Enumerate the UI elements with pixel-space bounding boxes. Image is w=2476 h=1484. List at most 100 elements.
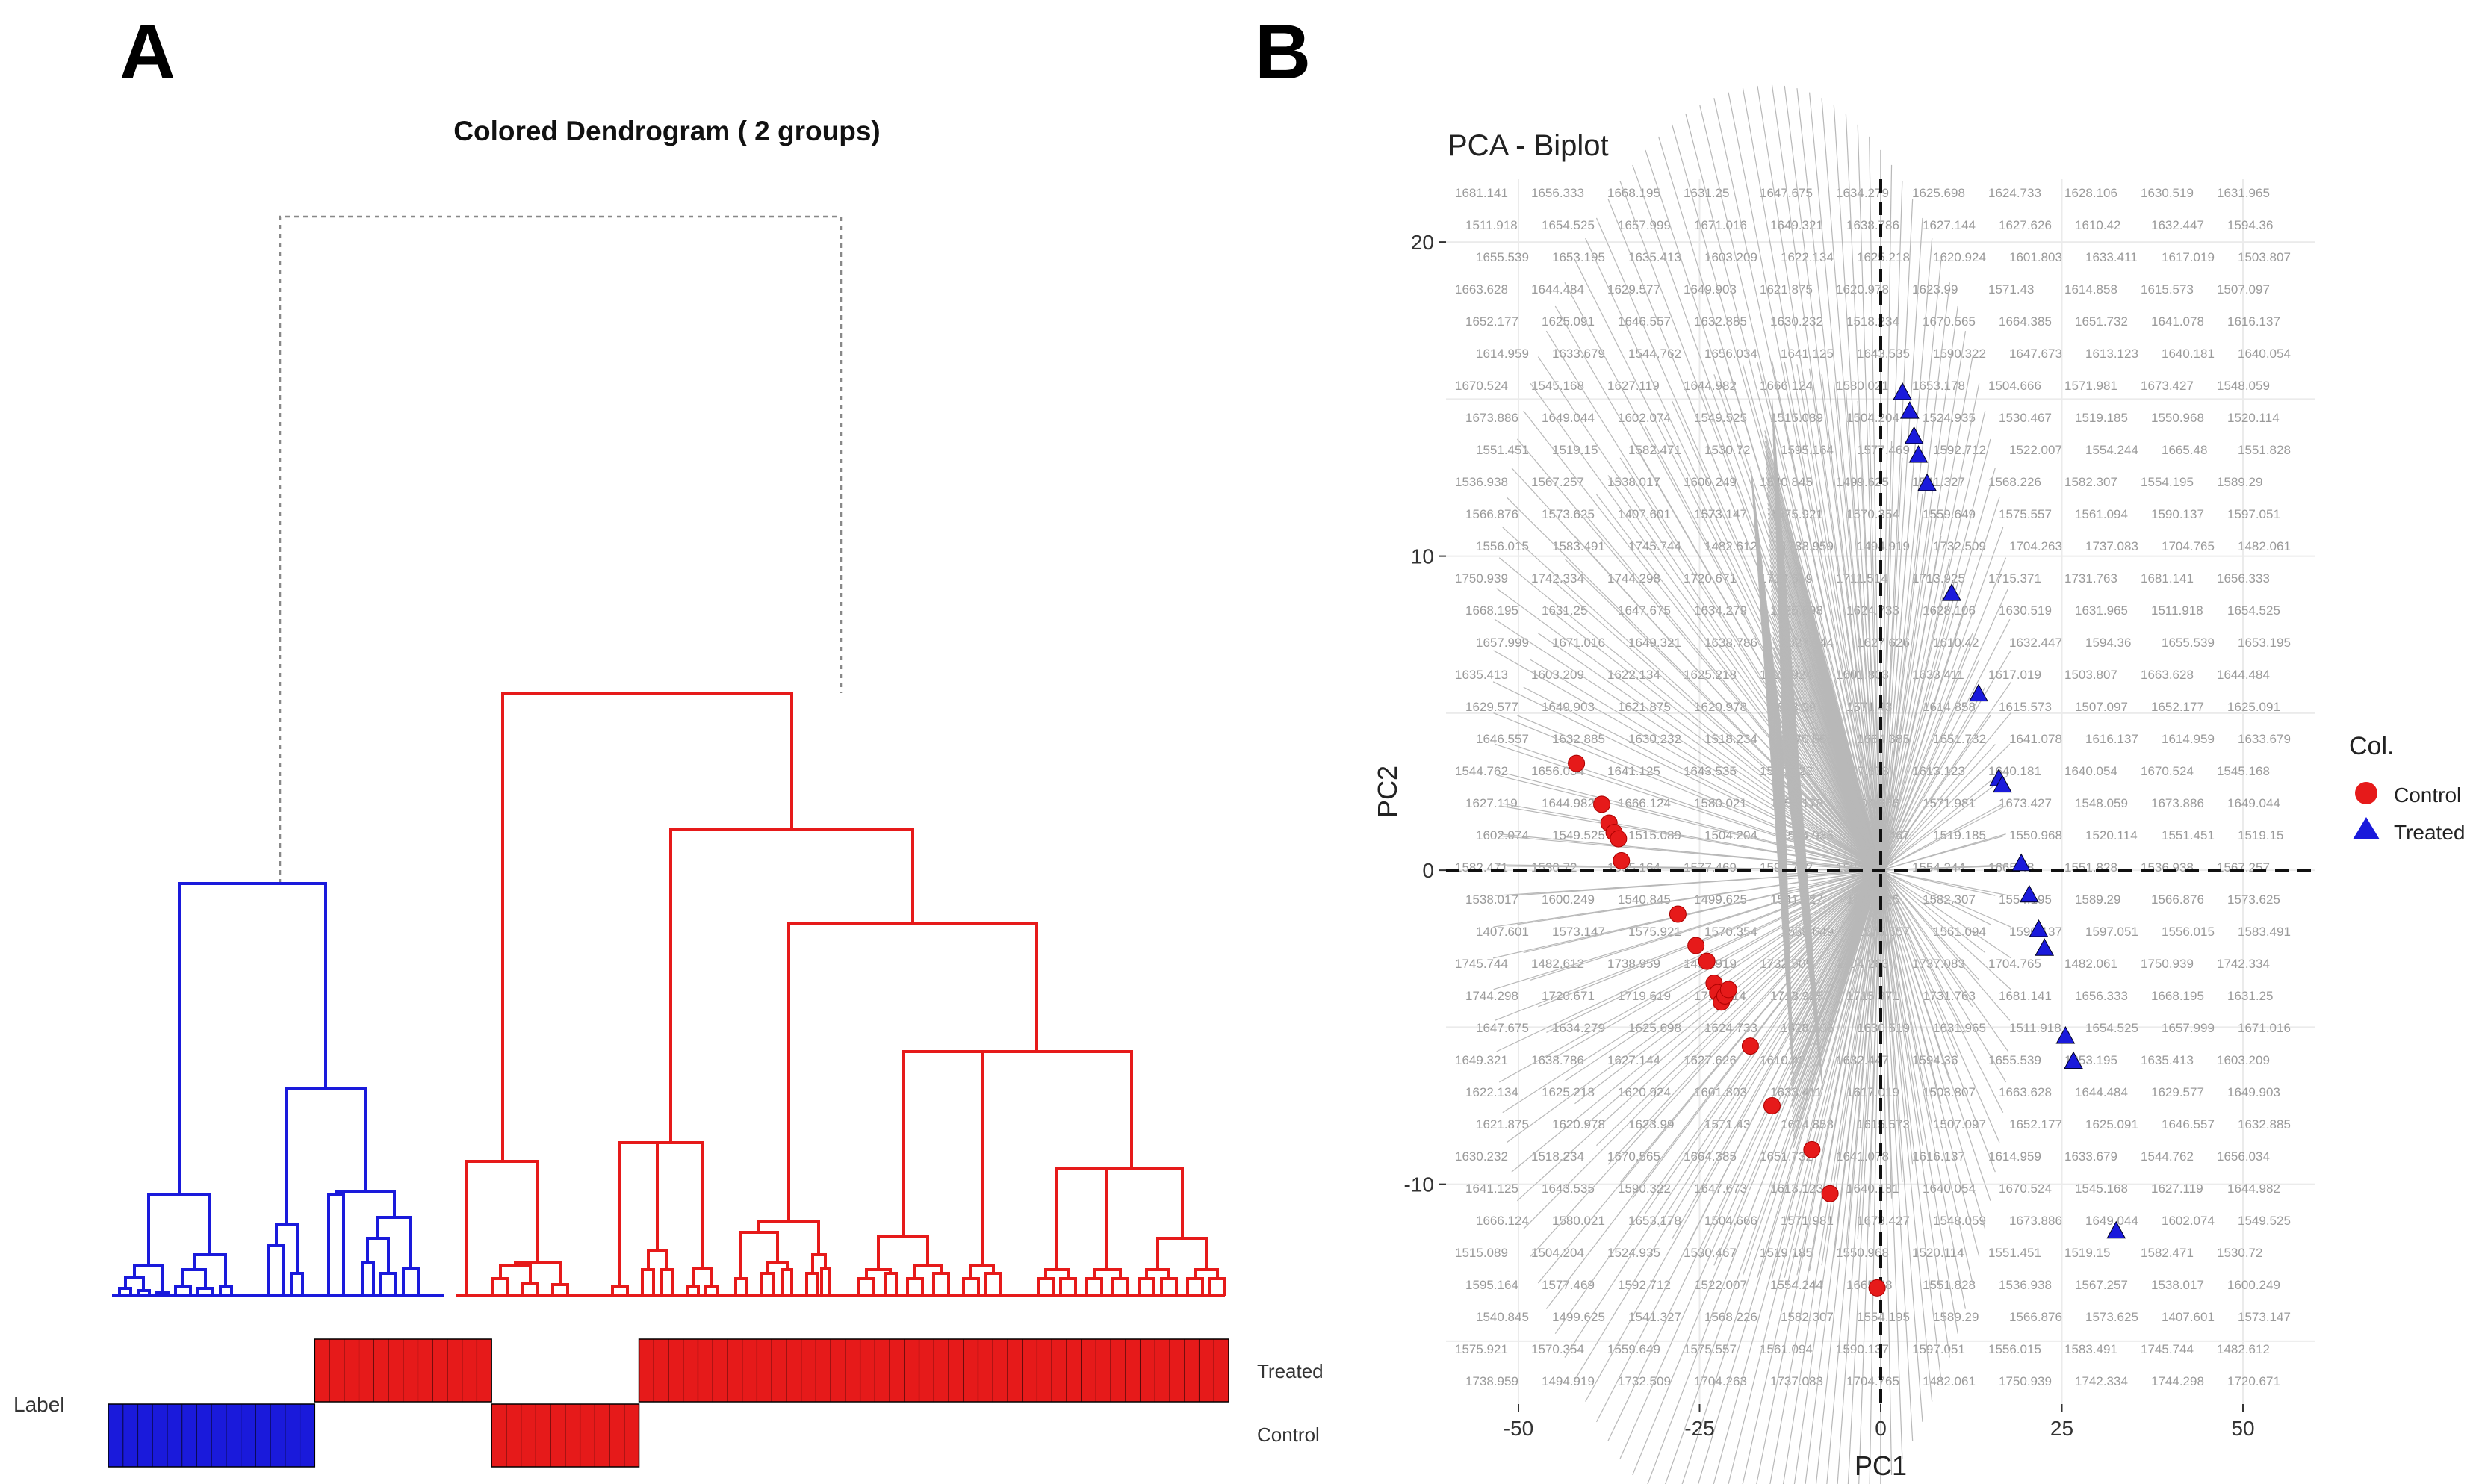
pca-loading-label: 1507.097	[2075, 700, 2128, 714]
pca-loading-label: 1614.858	[1923, 700, 1976, 714]
dendrogram-red-cluster	[456, 692, 1226, 1297]
pca-loading-label: 1640.054	[2238, 347, 2291, 361]
pca-loading-label: 1602.074	[1618, 411, 1671, 425]
pca-loading-label: 1627.119	[1465, 796, 1518, 810]
pca-loading-arrow	[1757, 85, 1881, 871]
pca-loading-label: 1640.054	[2064, 764, 2117, 778]
pca-loading-arrow	[1757, 361, 1881, 871]
pca-loading-label: 1519.185	[2075, 411, 2128, 425]
pca-loading-arrow	[1492, 869, 1881, 959]
pca-point-treated	[1917, 473, 1937, 491]
pca-loading-arrow	[1796, 88, 1881, 871]
pca-loading-label: 1530.72	[1531, 860, 1577, 875]
dendrogram-link	[1082, 1167, 1184, 1238]
pca-loading-label: 1625.218	[1542, 1085, 1595, 1099]
pca-loading-label: 1627.119	[1607, 379, 1660, 393]
pca-loading-label: 1644.982	[1542, 796, 1595, 810]
pca-loading-label: 1603.209	[2217, 1053, 2270, 1067]
pca-loading-label: 1744.298	[1465, 989, 1518, 1003]
pca-loading-label: 1538.017	[2151, 1278, 2204, 1292]
pca-xtick-label: -50	[1504, 1417, 1533, 1440]
pca-loading-arrow	[1880, 869, 2011, 990]
dendrogram-link	[734, 1277, 748, 1296]
pca-loading-arrow	[1781, 848, 1881, 871]
pca-loading-label: 1519.15	[2064, 1246, 2110, 1260]
pca-loading-label: 1597.051	[2227, 507, 2280, 521]
pca-loading-label: 1582.307	[2064, 475, 2117, 489]
pca-loading-label: 1632.885	[1694, 314, 1747, 329]
pca-loading-arrow	[1880, 870, 1923, 1422]
pca-loading-label: 1632.447	[1836, 1053, 1889, 1067]
pca-loading-arrow	[1880, 869, 2011, 1021]
pca-loading-arrow	[1645, 869, 1881, 1214]
pca-loading-arrow	[1787, 869, 1881, 993]
pca-loading-label: 1504.666	[1988, 379, 2041, 393]
dendrogram-link	[639, 1141, 704, 1268]
pca-loading-label: 1530.72	[1704, 443, 1750, 457]
pca-loading-label: 1657.999	[1476, 636, 1529, 650]
pca-point-control	[1613, 852, 1631, 870]
pca-loading-label: 1538.017	[1465, 892, 1518, 907]
pca-loading-arrow	[1880, 305, 1958, 871]
pca-loading-label: 1620.978	[1552, 1117, 1605, 1131]
pca-loading-arrow	[1546, 869, 1881, 1033]
pca-loading-label: 1568.226	[1704, 1310, 1757, 1324]
pca-loading-arrow	[1880, 559, 1950, 871]
pca-loading-arrow	[1782, 869, 1881, 881]
dendrogram-link	[787, 922, 1038, 1221]
dendrogram-link	[366, 1237, 390, 1273]
pca-loading-label: 1575.557	[1999, 507, 2052, 521]
pca-loading-label: 1589.29	[2217, 475, 2262, 489]
pca-title: PCA - Biplot	[1448, 129, 1609, 162]
pca-loading-label: 1738.959	[1607, 957, 1660, 971]
pca-loading-label: 1549.525	[1694, 411, 1747, 425]
pca-loading-arrow	[1742, 869, 1881, 1484]
pca-loading-arrow	[1493, 650, 1881, 871]
pca-ytick-label: 20	[1411, 231, 1434, 254]
pca-loading-label: 1668.195	[2151, 989, 2204, 1003]
pca-loading-label: 1519.15	[1552, 443, 1598, 457]
pca-loading-arrow	[1780, 827, 1881, 871]
pca-loading-label: 1670.565	[1607, 1149, 1660, 1164]
pca-loading-label: 1704.263	[2009, 539, 2062, 553]
pca-loading-label: 1549.525	[1552, 828, 1605, 842]
dendrogram-blue-cluster	[112, 882, 444, 1297]
pca-loading-label: 1647.673	[2009, 347, 2062, 361]
pca-loading-arrow	[1788, 869, 1881, 1030]
pca-loading-arrow	[1880, 441, 1893, 871]
pca-loading-label: 1583.491	[2064, 1342, 2117, 1356]
pca-loading-label: 1554.195	[2141, 475, 2194, 489]
pca-loading-label: 1644.484	[2217, 668, 2270, 682]
pca-loading-label: 1719.619	[1618, 989, 1671, 1003]
pca-loading-arrow	[1784, 869, 1881, 927]
pca-loading-label: 1615.573	[1999, 700, 2052, 714]
pca-loading-label: 1649.903	[1684, 282, 1737, 297]
pca-loading-label: 1614.959	[1988, 1149, 2041, 1164]
pca-loading-label: 1655.539	[1988, 1053, 2041, 1067]
pca-loading-label: 1583.491	[1552, 539, 1605, 553]
pca-loading-label: 1575.557	[1684, 1342, 1737, 1356]
pca-loading-label: 1635.413	[1628, 250, 1681, 264]
pca-loading-arrow	[1777, 745, 1881, 871]
pca-loading-arrow	[1511, 869, 1881, 1173]
pca-loading-arrow	[1833, 382, 1881, 871]
pca-loading-arrow	[1784, 869, 1881, 916]
pca-point-treated	[2020, 884, 2039, 903]
pca-loading-label: 1627.119	[2151, 1182, 2203, 1196]
pca-loading-label: 1507.097	[1933, 1117, 1986, 1131]
pca-loading-label: 1518.234	[1531, 1149, 1584, 1164]
dendrogram-link	[641, 1268, 655, 1296]
pca-loading-arrow	[1785, 869, 1881, 947]
pca-point-treated	[1904, 426, 1924, 444]
pca-loading-label: 1548.059	[2217, 379, 2270, 393]
pca-point-treated	[2029, 919, 2049, 937]
pca-loading-label: 1548.059	[2075, 796, 2128, 810]
pca-loading-label: 1666.124	[1618, 796, 1671, 810]
legend-control-marker	[2355, 782, 2377, 804]
pca-loading-arrow	[1538, 869, 1881, 1008]
pca-loading-label: 1597.051	[2085, 925, 2138, 939]
pca-loading-label: 1482.612	[1704, 539, 1757, 553]
pca-loading-label: 1507.097	[2217, 282, 2270, 297]
pca-loading-arrow	[1880, 659, 1980, 871]
pca-loading-arrow	[1516, 438, 1881, 871]
